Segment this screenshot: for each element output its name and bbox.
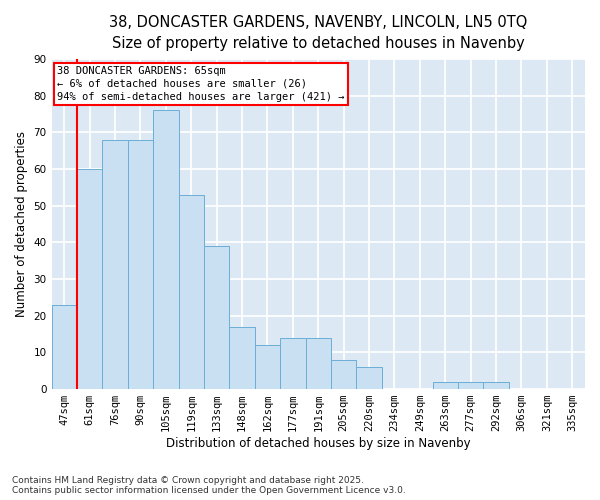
Bar	[179, 195, 204, 389]
Bar	[204, 246, 229, 389]
Title: 38, DONCASTER GARDENS, NAVENBY, LINCOLN, LN5 0TQ
Size of property relative to de: 38, DONCASTER GARDENS, NAVENBY, LINCOLN,…	[109, 15, 527, 51]
Bar	[229, 327, 255, 389]
Bar	[153, 110, 179, 389]
Bar	[77, 169, 103, 389]
Bar	[305, 338, 331, 389]
Bar	[52, 305, 77, 389]
X-axis label: Distribution of detached houses by size in Navenby: Distribution of detached houses by size …	[166, 437, 470, 450]
Bar	[433, 382, 458, 389]
Text: 38 DONCASTER GARDENS: 65sqm
← 6% of detached houses are smaller (26)
94% of semi: 38 DONCASTER GARDENS: 65sqm ← 6% of deta…	[57, 66, 344, 102]
Y-axis label: Number of detached properties: Number of detached properties	[15, 131, 28, 317]
Bar	[331, 360, 356, 389]
Bar	[128, 140, 153, 389]
Bar	[280, 338, 305, 389]
Bar	[356, 367, 382, 389]
Bar	[103, 140, 128, 389]
Bar	[255, 345, 280, 389]
Bar	[484, 382, 509, 389]
Bar	[458, 382, 484, 389]
Text: Contains HM Land Registry data © Crown copyright and database right 2025.
Contai: Contains HM Land Registry data © Crown c…	[12, 476, 406, 495]
